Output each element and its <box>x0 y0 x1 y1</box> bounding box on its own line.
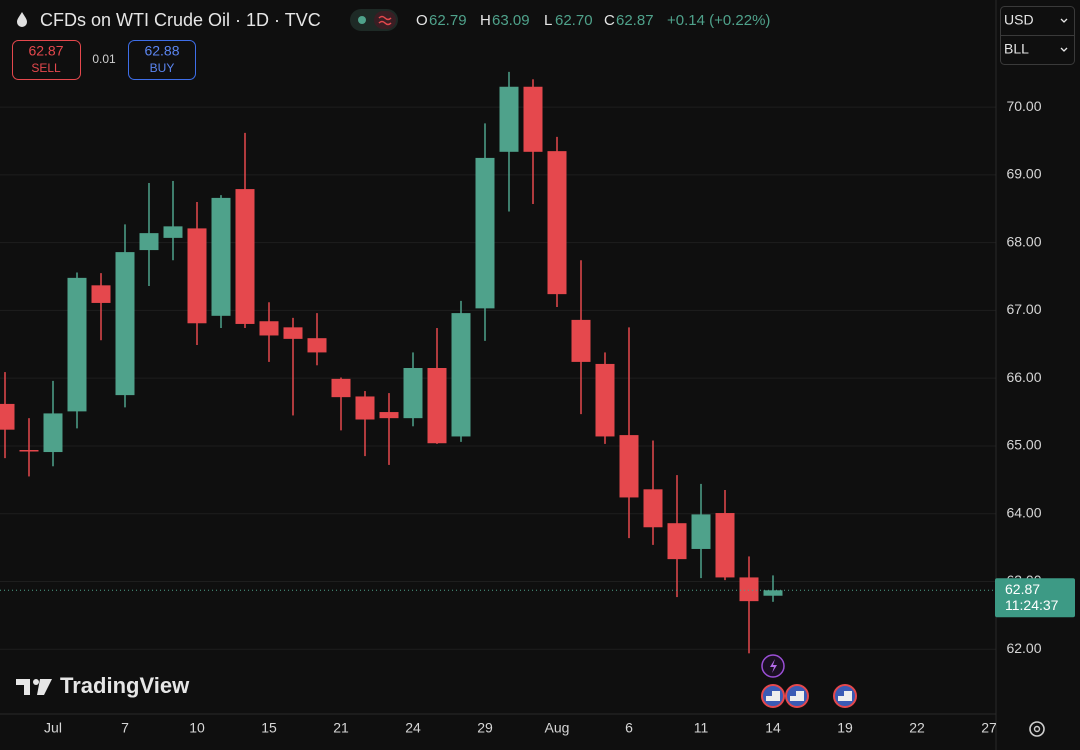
toggle-dot <box>358 16 366 24</box>
x-tick-label: 24 <box>405 720 421 736</box>
candle-body <box>259 321 279 336</box>
x-tick-label: 6 <box>625 720 633 736</box>
candle-body <box>427 368 447 444</box>
logo-mark <box>16 679 30 695</box>
candle-body <box>571 319 591 362</box>
ohlc-value: 62.79 <box>429 12 467 29</box>
candle-body <box>115 252 135 396</box>
x-tick-label: 11 <box>694 720 709 736</box>
ohlc-label: H <box>480 12 491 29</box>
grid <box>0 106 996 650</box>
candle-body <box>547 151 567 295</box>
buy-price: 62.88 <box>144 43 179 59</box>
ohlc-label: O <box>416 12 428 29</box>
candle-body <box>139 233 159 251</box>
candle-body <box>379 412 399 419</box>
plot-area <box>0 71 996 654</box>
candle-body <box>163 226 183 238</box>
buy-button[interactable] <box>128 40 196 80</box>
candle-body <box>43 413 63 453</box>
y-tick-label: 69.00 <box>1006 166 1041 182</box>
ohlc-value: 62.87 <box>616 12 654 29</box>
ohlc-label: C <box>604 12 615 29</box>
sell-price: 62.87 <box>28 43 63 59</box>
ohlc-value: 62.70 <box>555 12 593 29</box>
event-glyph <box>770 659 777 673</box>
y-tick-label: 64.00 <box>1006 504 1041 520</box>
change: +0.14 (+0.22%) <box>667 12 770 29</box>
buy-label: BUY <box>150 61 175 75</box>
y-tick-label: 65.00 <box>1006 437 1041 453</box>
candle-body <box>307 338 327 353</box>
candle-body <box>643 489 663 528</box>
candle-body <box>403 368 423 419</box>
y-tick-label: 67.00 <box>1006 301 1041 317</box>
x-tick-label: Jul <box>44 720 62 736</box>
candle-body <box>91 285 111 303</box>
x-tick-label: 10 <box>189 720 205 736</box>
candle-body <box>187 228 207 324</box>
candle-body <box>451 313 471 437</box>
x-tick-label: 29 <box>477 720 493 736</box>
watermark: TradingView <box>60 673 190 698</box>
x-tick-label: 14 <box>765 720 781 736</box>
last-price-box <box>995 578 1075 618</box>
sell-button[interactable] <box>12 40 81 80</box>
settings-icon-core <box>1033 725 1041 733</box>
logo-dot <box>33 679 39 685</box>
toggle-icon <box>378 15 392 26</box>
y-tick-label: 68.00 <box>1006 233 1041 249</box>
x-tick-label: 27 <box>981 720 997 736</box>
candle-body <box>667 523 687 560</box>
ohlc-label: L <box>544 12 552 29</box>
last-price-label: 62.87 <box>1005 581 1040 597</box>
x-tick-label: 19 <box>837 720 853 736</box>
y-tick-label: 70.00 <box>1006 98 1041 114</box>
candle-body <box>619 435 639 498</box>
symbol-icon <box>17 12 27 27</box>
candle-body <box>499 86 519 152</box>
candle-body <box>691 514 711 549</box>
unit[interactable]: BLL <box>1004 41 1029 57</box>
symbol-title[interactable]: CFDs on WTI Crude Oil · 1D · TVC <box>40 10 321 30</box>
sell-label: SELL <box>31 61 61 75</box>
candle-body <box>67 277 87 412</box>
x-tick-label: 15 <box>261 720 277 736</box>
candle-body <box>283 327 303 339</box>
candle-body <box>763 590 783 596</box>
ohlc-value: 63.09 <box>492 12 530 29</box>
spread: 0.01 <box>92 52 116 66</box>
candle-body <box>595 363 615 437</box>
candle-body <box>715 513 735 578</box>
candle-body <box>355 396 375 420</box>
candle-body <box>0 403 15 430</box>
candle-body <box>19 450 39 452</box>
candle-body <box>739 577 759 602</box>
y-tick-label: 62.00 <box>1006 640 1041 656</box>
x-tick-label: 7 <box>121 720 129 736</box>
candle-body <box>211 197 231 316</box>
x-tick-label: 21 <box>333 720 349 736</box>
chevron <box>1060 18 1068 52</box>
settings-icon[interactable] <box>1029 721 1045 737</box>
x-tick-label: 22 <box>909 720 925 736</box>
x-tick-label: Aug <box>545 720 570 736</box>
candle-body <box>475 157 495 309</box>
toggle-right <box>374 11 396 29</box>
countdown: 11:24:37 <box>1005 597 1059 613</box>
candle-body <box>235 189 255 324</box>
candle-body <box>331 378 351 398</box>
event-flags[interactable] <box>761 684 857 708</box>
candle-body <box>523 86 543 152</box>
currency[interactable]: USD <box>1004 12 1034 28</box>
y-tick-label: 66.00 <box>1006 369 1041 385</box>
logo-mark <box>37 679 52 695</box>
